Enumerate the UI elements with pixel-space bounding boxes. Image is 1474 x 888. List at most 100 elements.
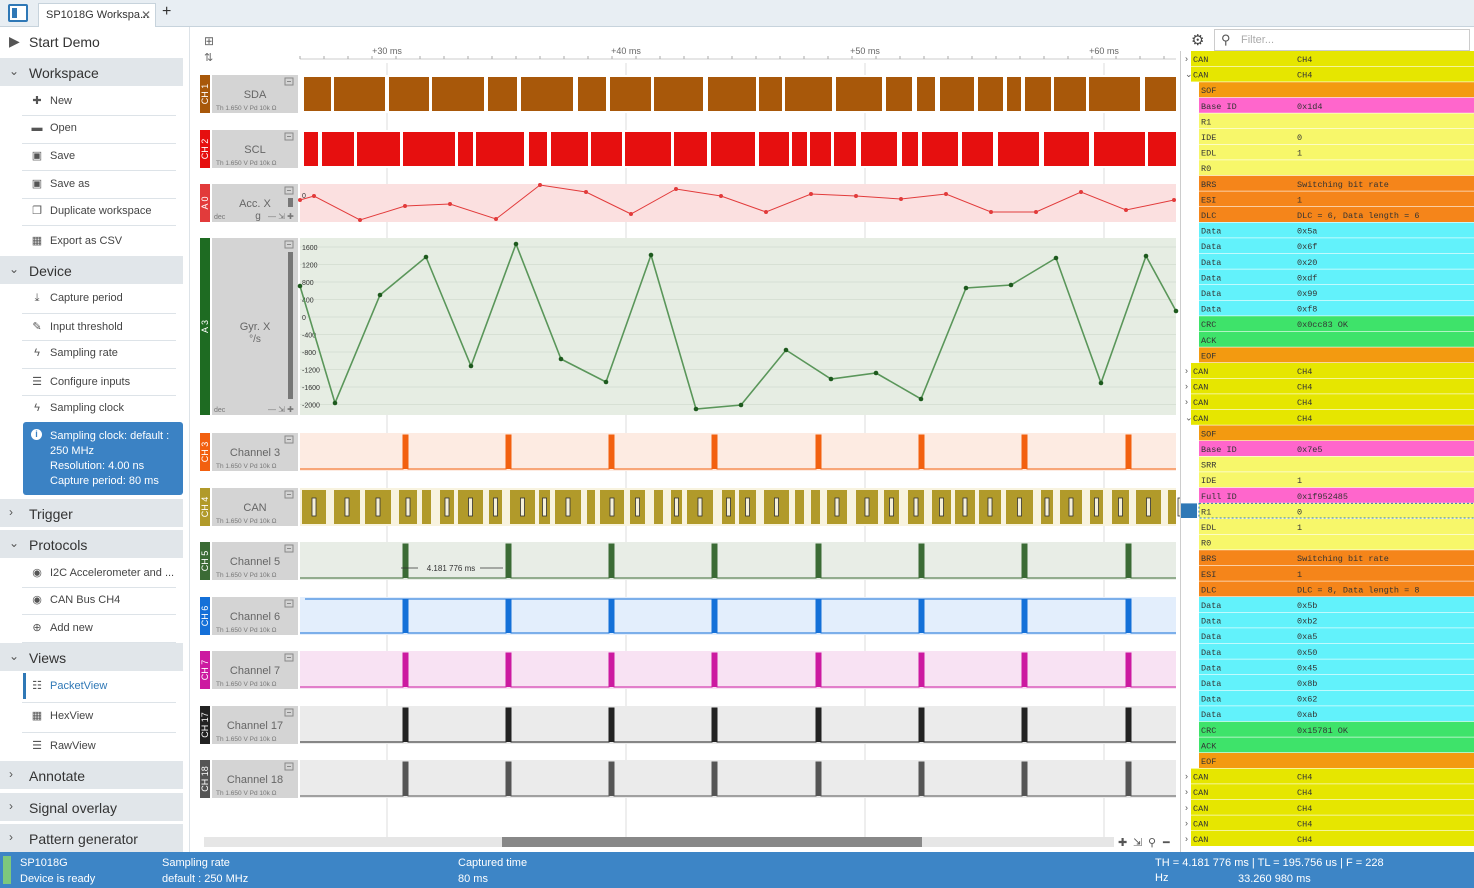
horizontal-scrollbar-thumb[interactable] [502, 837, 922, 847]
field-row[interactable]: Data 0x6f [1199, 238, 1474, 254]
field-row[interactable]: Data 0xf8 [1199, 300, 1474, 316]
field-row[interactable]: Data 0xdf [1199, 269, 1474, 285]
channel-label-box[interactable] [212, 760, 298, 798]
field-row[interactable]: ESI 1 [1199, 191, 1474, 207]
packet-row[interactable]: › CAN CH4 [1185, 815, 1474, 831]
channel-collapse-icon[interactable] [284, 435, 294, 444]
field-row[interactable]: ACK [1199, 737, 1474, 753]
field-row[interactable]: Data 0x45 [1199, 659, 1474, 675]
sidebar-item-sampling-clock[interactable]: ϟ Sampling clock [30, 402, 124, 414]
channel-label-box[interactable] [212, 706, 298, 744]
cursor-marker[interactable] [1181, 503, 1197, 518]
field-row[interactable]: Base ID 0x1d4 [1199, 97, 1474, 113]
channel-collapse-icon[interactable] [284, 762, 294, 771]
new-tab-button[interactable]: + [162, 3, 172, 20]
sidebar-item-hexview[interactable]: ▦ HexView [30, 709, 93, 722]
field-row[interactable]: IDE 1 [1199, 472, 1474, 488]
sidebar-item-configure-inputs[interactable]: ☰ Configure inputs [30, 375, 130, 388]
channel-label-box[interactable] [212, 75, 298, 113]
sidebar-item-rawview[interactable]: ☰ RawView [30, 739, 96, 752]
packet-row[interactable]: ⌄ CAN CH4 [1185, 409, 1474, 425]
field-row[interactable]: Full ID 0x1f952485 [1199, 487, 1474, 503]
sidebar-item-new[interactable]: ✚ New [30, 94, 72, 107]
field-row[interactable]: CRC 0x15781 OK [1199, 721, 1474, 737]
field-row[interactable]: Data 0x20 [1199, 253, 1474, 269]
channel-row-a0[interactable]: A 0 Acc. Xg dec — ⇲ ✚ 0 [200, 183, 1176, 222]
channel-label-box[interactable] [212, 433, 298, 471]
field-row[interactable]: EOF [1199, 347, 1474, 363]
sidebar-item-duplicate-workspace[interactable]: ❐ Duplicate workspace [30, 204, 151, 217]
channel-row-ch2[interactable]: CH 2 SCL Th 1.650 V Pd 10k Ω [200, 130, 1176, 168]
field-row[interactable]: Data 0x50 [1199, 643, 1474, 659]
waveform-area[interactable]: ⊞ ⇅ +30 ms +40 ms +50 ms +60 ms CH 1 SDA Th 1.65… [196, 27, 1183, 852]
channel-collapse-icon[interactable] [284, 186, 294, 195]
field-row[interactable]: R1 0 [1199, 503, 1474, 519]
field-row[interactable]: R1 [1199, 113, 1474, 129]
channel-label-box[interactable] [212, 542, 298, 580]
section-workspace[interactable]: ⌄ Workspace [0, 58, 183, 86]
channel-row-ch7[interactable]: CH 7 Channel 7 Th 1.650 V Pd 10k Ω [200, 651, 1176, 689]
sidebar-item-input-threshold[interactable]: ✎ Input threshold [30, 320, 122, 333]
channel-row-ch5[interactable]: CH 5 Channel 5 Th 1.650 V Pd 10k Ω 4.181 77… [200, 542, 1176, 580]
field-row[interactable]: Data 0x62 [1199, 690, 1474, 706]
start-demo-button[interactable]: ▶ Start Demo [0, 32, 183, 54]
field-row[interactable]: Base ID 0x7e5 [1199, 441, 1474, 456]
packet-row[interactable]: › CAN CH4 [1185, 394, 1474, 410]
field-row[interactable]: Data 0x5b [1199, 597, 1474, 612]
channel-label-box[interactable] [212, 488, 298, 526]
sidebar-item-save-as[interactable]: ▣ Save as [30, 177, 90, 190]
section-annotate[interactable]: › Annotate [0, 761, 183, 789]
section-signal-overlay[interactable]: › Signal overlay [0, 793, 183, 821]
field-row[interactable]: Data 0x99 [1199, 285, 1474, 300]
channel-collapse-icon[interactable] [284, 599, 294, 608]
waveform-canvas[interactable]: ⊞ ⇅ +30 ms +40 ms +50 ms +60 ms CH 1 SDA Th 1.65… [196, 27, 1183, 852]
field-row[interactable]: SRR [1199, 456, 1474, 472]
field-row[interactable]: SOF [1199, 425, 1474, 441]
field-row[interactable]: ACK [1199, 331, 1474, 347]
channel-row-ch3[interactable]: CH 3 Channel 3 Th 1.650 V Pd 10k Ω [200, 433, 1176, 471]
section-trigger[interactable]: › Trigger [0, 499, 183, 527]
channel-row-a3[interactable]: A 3 Gyr. X°/s dec — ⇲ ✚ 1600 1200 800 400 0 -400 -… [200, 238, 1179, 415]
field-row[interactable]: EDL 1 [1199, 144, 1474, 160]
field-row[interactable]: Data 0xb2 [1199, 612, 1474, 628]
field-row[interactable]: EDL 1 [1199, 519, 1474, 534]
filter-input[interactable]: ⚲ Filter... [1214, 29, 1470, 51]
section-device[interactable]: ⌄ Device [0, 256, 183, 284]
sidebar-item-export-as-csv[interactable]: ▦ Export as CSV [30, 234, 122, 247]
packet-row[interactable]: › CAN CH4 [1185, 784, 1474, 800]
channel-scrollbar[interactable] [288, 252, 293, 399]
field-row[interactable]: Data 0xa5 [1199, 628, 1474, 644]
field-row[interactable]: EOF [1199, 753, 1474, 768]
packet-row[interactable]: › CAN CH4 [1185, 799, 1474, 815]
packet-row[interactable]: › CAN CH4 [1185, 51, 1474, 66]
app-menu-icon[interactable] [8, 4, 28, 22]
channel-collapse-icon[interactable] [284, 132, 294, 141]
field-row[interactable]: DLC DLC = 8, Data length = 8 [1199, 581, 1474, 597]
field-row[interactable]: CRC 0x0cc83 OK [1199, 316, 1474, 332]
channel-label-box[interactable] [212, 651, 298, 689]
packet-row[interactable]: › CAN CH4 [1185, 378, 1474, 394]
packet-row[interactable]: › CAN CH4 [1185, 363, 1474, 378]
field-row[interactable]: Data 0x8b [1199, 675, 1474, 690]
packet-row[interactable]: › CAN CH4 [1185, 831, 1474, 846]
sidebar-item-sampling-rate[interactable]: ϟ Sampling rate [30, 347, 118, 359]
field-row[interactable]: BRS Switching bit rate [1199, 550, 1474, 566]
sidebar-item-save[interactable]: ▣ Save [30, 149, 75, 162]
channel-row-ch1[interactable]: CH 1 SDA Th 1.650 V Pd 10k Ω [200, 75, 1176, 113]
field-row[interactable]: Data 0xab [1199, 706, 1474, 722]
channel-collapse-icon[interactable] [284, 240, 294, 249]
field-row[interactable]: Data 0x5a [1199, 222, 1474, 238]
channel-collapse-icon[interactable] [284, 490, 294, 499]
section-pattern-generator[interactable]: › Pattern generator [0, 824, 183, 852]
channel-label-box[interactable] [212, 597, 298, 635]
channel-row-ch4[interactable]: CH 4 CAN Th 1.650 V Pd 10k Ω [200, 488, 1183, 526]
channel-collapse-icon[interactable] [284, 77, 294, 86]
section-protocols[interactable]: ⌄ Protocols [0, 530, 183, 558]
gear-icon[interactable]: ⚙ [1191, 32, 1205, 49]
sidebar-item-capture-period[interactable]: ⤓ Capture period [30, 292, 123, 305]
field-row[interactable]: ESI 1 [1199, 565, 1474, 581]
tab-workspace[interactable]: SP1018G Workspa... ✕ [38, 3, 156, 27]
sidebar-item-can-bus-ch4[interactable]: ◉ CAN Bus CH4 [30, 593, 120, 606]
field-row[interactable]: SOF [1199, 82, 1474, 98]
